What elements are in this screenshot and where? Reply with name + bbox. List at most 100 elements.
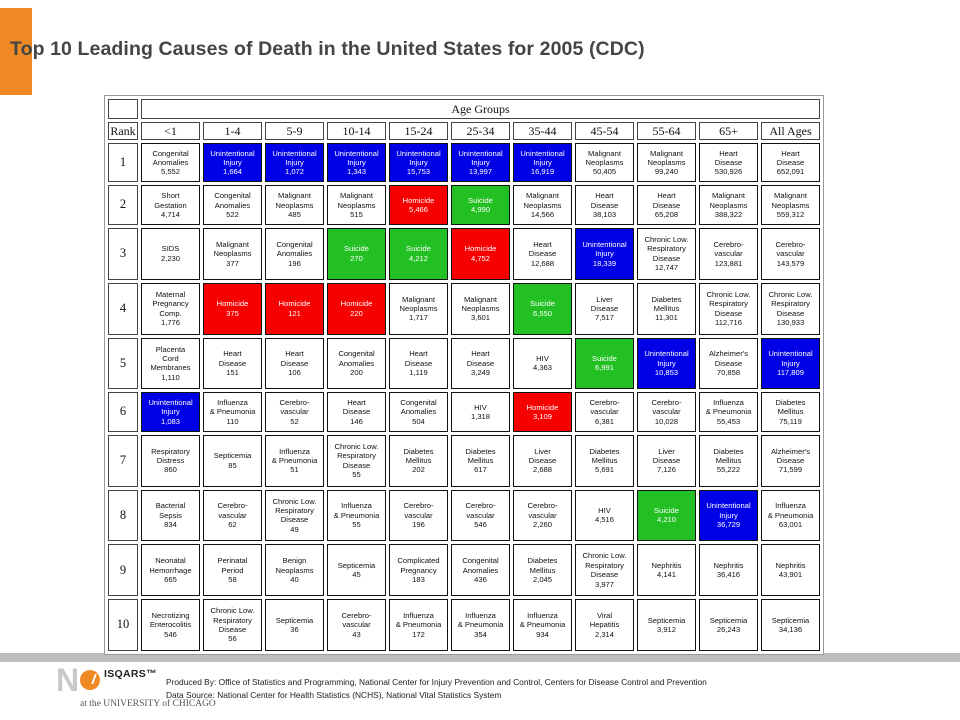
cause-cell-line: Diabetes (527, 556, 558, 566)
cause-cell-line: Suicide (592, 354, 617, 364)
cause-cell-line: Homicide (526, 402, 559, 412)
cause-cell-line: 515 (350, 209, 363, 219)
cause-cell: Cerebro-vascular 196 (389, 489, 448, 542)
cause-cell-line: Hemorrhage (149, 565, 192, 575)
cause-cell: Suicide 270 (327, 227, 386, 280)
cause-cell-line: 1,717 (408, 313, 428, 323)
cause-cell-line: Respiratory (213, 615, 252, 625)
cause-cell-line: 202 (412, 465, 425, 475)
cause-cell-line: Neoplasms (709, 200, 748, 210)
cause-cell: Heart Disease 12,688 (513, 227, 572, 280)
cause-cell-line: Chronic Low. (768, 289, 813, 299)
cause-cell-line: Influenza (775, 501, 806, 511)
table-row: 2 Short Gestation 4,714 Congenital Anomalies 5… (108, 185, 820, 225)
cause-cell-line: Influenza (713, 397, 744, 407)
cause-cell-line: Influenza (527, 610, 558, 620)
cause-cell-line: Bacterial (155, 501, 186, 511)
cause-cell-line: HIV (536, 354, 549, 364)
cause-cell-line: Unintentional (520, 148, 565, 158)
cause-cell-line: Anomalies (400, 407, 437, 417)
cause-cell-line: Mellitus (715, 455, 742, 465)
cause-cell: Alzheimer's Disease 70,858 (699, 337, 758, 390)
cause-cell-line: 2,045 (532, 574, 552, 584)
cause-cell-line: Perinatal (217, 556, 248, 566)
cause-cell-line: 6,381 (594, 416, 614, 426)
cause-cell-line: Neoplasms (399, 303, 438, 313)
cause-cell-line: Disease (590, 303, 619, 313)
cause-cell-line: 1,318 (470, 412, 490, 422)
cause-cell: Cerebro-vascular 52 (265, 392, 324, 432)
cause-cell: Diabetes Mellitus 202 (389, 434, 448, 487)
cause-cell-line: 123,881 (714, 258, 743, 268)
cause-cell: Diabetes Mellitus 55,222 (699, 434, 758, 487)
cause-cell-line: Influenza (217, 397, 248, 407)
cause-cell: Heart Disease 106 (265, 337, 324, 390)
cause-cell-line: 5,691 (594, 465, 614, 475)
cause-cell-line: Septicemia (337, 560, 376, 570)
cause-cell-line: Influenza (341, 501, 372, 511)
cause-cell: Necrotizing Enterocolitis 546 (141, 599, 200, 651)
table-row: 4 Maternal Pregnancy Comp. 1,776 Homicide 375 H… (108, 282, 820, 335)
cause-cell-line: Cerebro- (713, 239, 744, 249)
cause-cell: Malignant Neoplasms 515 (327, 185, 386, 225)
cause-cell-line: Influenza (465, 610, 496, 620)
cause-cell-line: 183 (412, 574, 425, 584)
cause-cell-line: Disease (652, 455, 681, 465)
cause-cell-line: Malignant (588, 148, 621, 158)
cause-cell-line: Alzheimer's (770, 446, 810, 456)
cause-cell: Influenza & Pneumonia 354 (451, 599, 510, 651)
cause-cell: Septicemia 3,912 (637, 599, 696, 651)
cause-cell-line: 112,716 (715, 318, 742, 328)
cause-cell-line: Heart (471, 349, 490, 359)
cause-cell-line: 172 (412, 629, 425, 639)
cause-cell: Congenital Anomalies 5,552 (141, 143, 200, 183)
cause-cell: Short Gestation 4,714 (141, 185, 200, 225)
cause-cell-line: Liver (534, 446, 551, 456)
cause-cell-line: Anomalies (152, 158, 189, 168)
cause-cell-line: 14,566 (530, 209, 555, 219)
cause-cell-line: Necrotizing (151, 610, 190, 620)
cause-cell: Septicemia 34,136 (761, 599, 820, 651)
age-column-header: 1-4 (203, 122, 262, 140)
cause-cell: Benign Neoplasms 40 (265, 544, 324, 597)
cause-cell: Unintentional Injury 10,853 (637, 337, 696, 390)
table-row: 8 Bacterial Sepsis 834 Cerebro-vascular 62 Chr… (108, 489, 820, 542)
cause-cell-line: 52 (290, 416, 299, 426)
cause-cell-line: Disease (342, 460, 371, 470)
cause-cell-line: Congenital (400, 397, 437, 407)
cause-cell-line: 130,933 (776, 318, 805, 328)
cause-cell: Diabetes Mellitus 5,691 (575, 434, 634, 487)
cause-cell: Suicide 6,991 (575, 337, 634, 390)
cause-cell: Complicated Pregnancy 183 (389, 544, 448, 597)
cause-cell-line: 4,714 (160, 209, 180, 219)
cause-cell-line: 5,466 (408, 205, 428, 215)
cause-cell-line: 16,919 (530, 167, 555, 177)
cause-cell-line: Heart (657, 191, 676, 201)
cause-cell-line: 617 (474, 465, 487, 475)
cause-cell: Chronic Low. Respiratory Disease 56 (203, 599, 262, 651)
cause-cell-line: & Pneumonia (705, 407, 752, 417)
cause-cell-line: 530,926 (714, 167, 743, 177)
cause-cell-line: Enterocolitis (149, 620, 192, 630)
cause-cell-line: Sepsis (159, 510, 182, 520)
cause-cell-line: 1,343 (346, 167, 366, 177)
cause-cell: Homicide 375 (203, 282, 262, 335)
cause-cell: Influenza & Pneumonia 934 (513, 599, 572, 651)
cause-cell-line: 1,119 (409, 368, 428, 378)
cause-cell-line: Disease (714, 358, 743, 368)
cause-cell-line: Disease (776, 158, 805, 168)
cause-cell-line: 63,001 (778, 520, 803, 530)
cause-cell-line: Cord (162, 354, 179, 364)
age-column-header: 25-34 (451, 122, 510, 140)
cause-cell-line: Anomalies (276, 249, 313, 259)
cause-cell-line: 12,747 (654, 263, 679, 273)
cause-cell-line: Disease (528, 455, 557, 465)
cause-cell-line: Septicemia (709, 615, 748, 625)
cause-cell: Chronic Low. Respiratory Disease 12,747 (637, 227, 696, 280)
cause-cell-line: Heart (285, 349, 304, 359)
cause-cell-line: & Pneumonia (519, 620, 566, 630)
age-column-header: <1 (141, 122, 200, 140)
cause-cell: Malignant Neoplasms 485 (265, 185, 324, 225)
cause-cell: Unintentional Injury 15,753 (389, 143, 448, 183)
cause-cell-line: Disease (466, 358, 495, 368)
